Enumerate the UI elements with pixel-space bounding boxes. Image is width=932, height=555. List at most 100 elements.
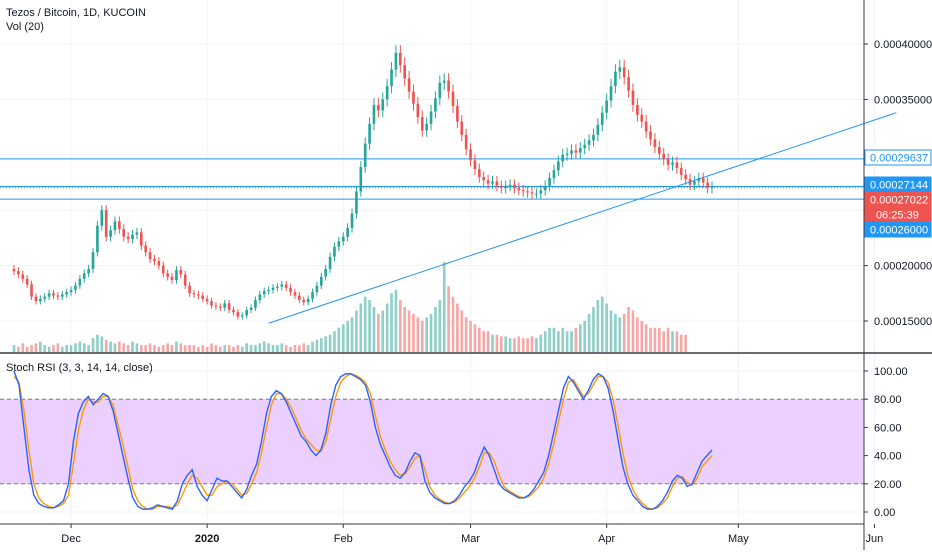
volume-bar [495, 334, 499, 352]
candle-body [469, 149, 472, 161]
volume-bar [407, 310, 411, 352]
candle-body [113, 221, 117, 231]
candle-body [262, 291, 266, 295]
volume-bar [197, 346, 200, 352]
volume-bar [508, 338, 512, 352]
volume-bar [447, 286, 450, 352]
candle-body [614, 71, 617, 87]
candle-body [377, 104, 380, 111]
volume-bar [223, 345, 227, 352]
volume-bar [622, 313, 626, 352]
candle-body [96, 225, 99, 253]
candle-body [219, 306, 222, 308]
candle-body [319, 276, 323, 286]
candle-body [100, 210, 104, 226]
volume-bar [530, 336, 534, 352]
time-tick-label: Mar [461, 533, 480, 545]
candle-body [565, 153, 569, 155]
volume-bar [478, 327, 481, 352]
volume-bar [74, 343, 77, 352]
candle-body [12, 268, 16, 272]
candle-body [179, 270, 183, 275]
price-label-text: 06:25:39 [876, 210, 919, 222]
volume-bar [504, 336, 507, 352]
candle-body [109, 230, 112, 237]
candle-body [39, 298, 42, 302]
candle-body [592, 134, 595, 141]
candle-body [653, 139, 657, 148]
volume-bar [324, 336, 328, 352]
candle-body [276, 286, 279, 288]
volume-bar [583, 320, 587, 352]
volume-bar [543, 331, 547, 352]
candle-body [517, 188, 521, 191]
candle-body [618, 67, 622, 72]
volume-bar [104, 339, 108, 352]
time-tick-label: Dec [61, 533, 81, 545]
candle-body [118, 221, 121, 230]
volume-bar [491, 334, 494, 352]
candle-body [429, 111, 433, 124]
volume-bar [517, 336, 521, 352]
price-label-box [864, 149, 932, 166]
candle-body [504, 185, 507, 189]
stoch-rsi-legend[interactable]: Stoch RSI (3, 3, 14, 14, close) [6, 362, 153, 374]
candle-body [311, 292, 314, 299]
stoch-tick-label: 60.00 [874, 422, 902, 434]
price-tick-label: 0.00020000 [874, 261, 932, 273]
volume-bar [429, 313, 433, 352]
volume-bar [333, 331, 336, 352]
volume-bar [118, 341, 121, 352]
volume-bar [78, 341, 82, 352]
candle-body [438, 82, 442, 99]
candle-body [135, 232, 139, 235]
volume-bar [368, 300, 371, 352]
volume-bar [293, 345, 297, 352]
candle-body [197, 294, 200, 296]
candle-body [425, 123, 428, 131]
volume-legend[interactable]: Vol (20) [6, 21, 44, 33]
volume-bar [236, 345, 240, 352]
candle-body [600, 112, 604, 125]
candle-body [447, 80, 450, 92]
candle-body [74, 285, 77, 290]
candle-body [644, 121, 648, 132]
volume-bar [109, 341, 112, 352]
candle-body [161, 265, 165, 274]
time-tick-label: Feb [334, 533, 353, 545]
candle-body [434, 98, 437, 112]
trendline[interactable] [268, 112, 897, 324]
stoch-rsi-band [0, 398, 864, 485]
volume-bar [267, 343, 270, 352]
time-axis[interactable]: Dec 2020 Feb Mar Apr May Jun [61, 524, 883, 545]
volume-bar [96, 334, 99, 352]
volume-bar [60, 346, 64, 352]
candle-body [398, 52, 402, 66]
volume-bar [596, 300, 600, 352]
candle-body [495, 181, 499, 186]
candle-body [697, 178, 701, 182]
candle-body [56, 295, 60, 297]
candle-body [69, 289, 73, 293]
volume-bar [675, 331, 679, 352]
volume-bar [113, 343, 117, 352]
candle-body [710, 186, 714, 189]
candle-body [649, 131, 652, 140]
candles [12, 45, 714, 320]
horizontal-lines[interactable] [0, 158, 864, 200]
support-trendline[interactable] [268, 112, 897, 324]
symbol-legend[interactable]: Tezos / Bitcoin, 1D, KUCOIN [6, 7, 146, 19]
volume-bar [271, 345, 275, 352]
volume-bar [473, 324, 477, 352]
candle-body [91, 252, 95, 269]
candle-body [583, 144, 587, 149]
price-axis[interactable]: 0.00040000 0.00035000 0.00020000 0.00015000 [864, 39, 932, 328]
stoch-axis[interactable]: 100.00 80.00 60.00 40.00 20.00 0.00 [864, 366, 908, 519]
candle-body [175, 270, 178, 281]
volume-bar [219, 346, 222, 352]
candle-body [289, 287, 292, 293]
candle-body [170, 276, 174, 281]
candle-body [17, 271, 20, 275]
